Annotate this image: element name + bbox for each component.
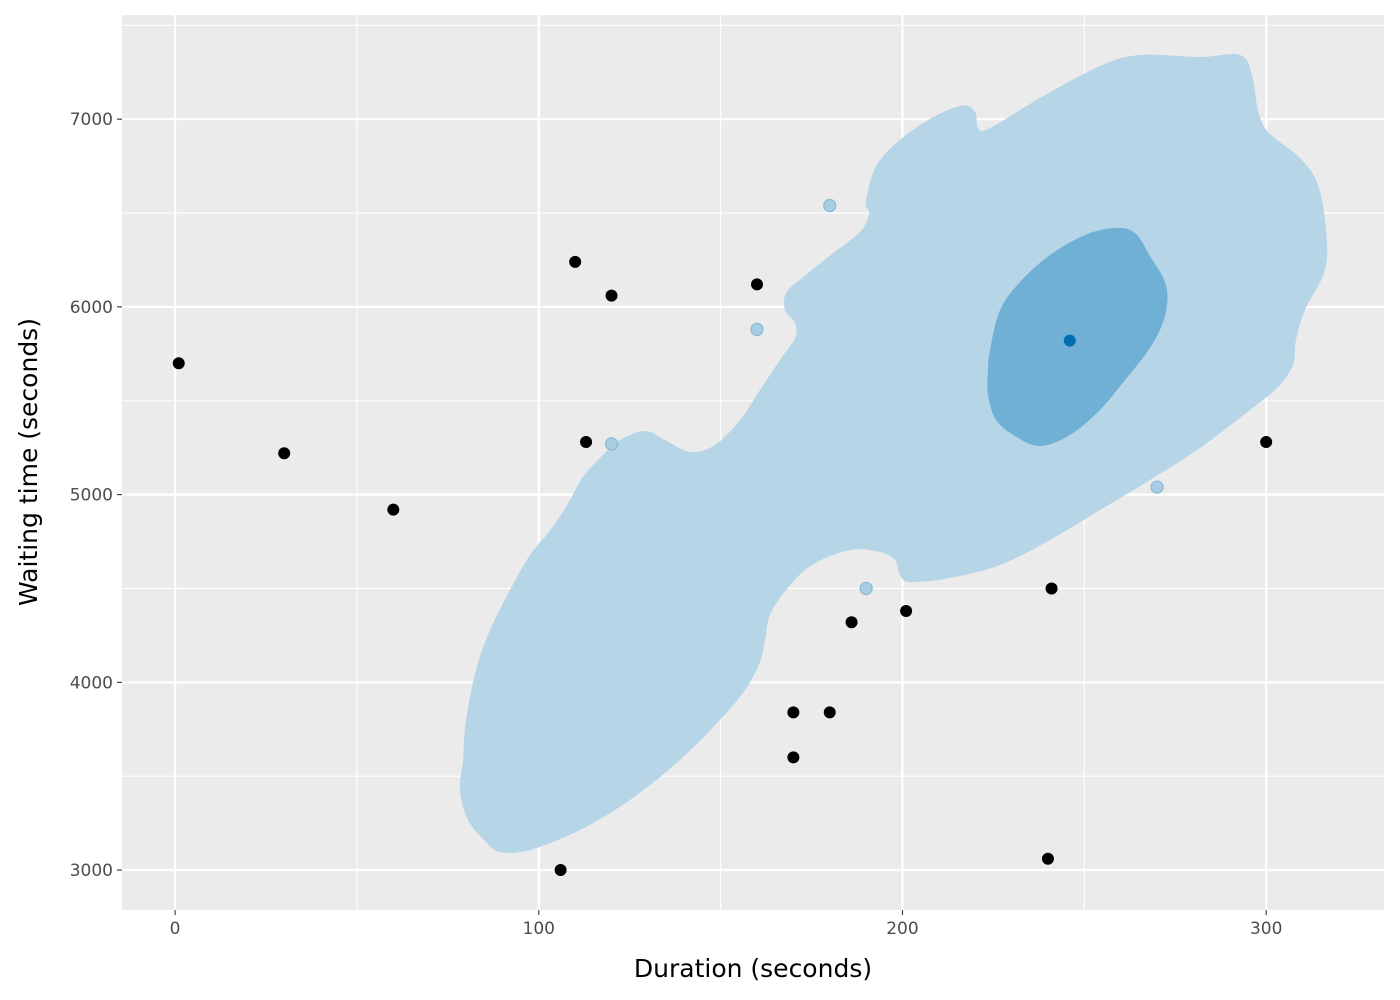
data-point bbox=[845, 616, 858, 629]
data-point bbox=[554, 864, 567, 877]
data-point bbox=[1041, 852, 1054, 865]
data-point bbox=[1045, 582, 1058, 595]
data-point bbox=[750, 322, 764, 337]
x-tick-label: 100 bbox=[523, 919, 555, 939]
data-point bbox=[569, 255, 582, 268]
data-point bbox=[604, 437, 619, 451]
y-axis-title: Waiting time (seconds) bbox=[14, 318, 43, 606]
data-point bbox=[751, 278, 764, 291]
data-point bbox=[1063, 334, 1076, 347]
x-tick-label: 200 bbox=[886, 919, 918, 939]
data-point bbox=[787, 751, 800, 764]
y-tick-label: 6000 bbox=[70, 298, 113, 318]
points-layer bbox=[172, 198, 1273, 877]
y-tick-label: 4000 bbox=[70, 673, 113, 693]
data-point bbox=[1260, 436, 1273, 449]
data-point bbox=[580, 436, 593, 449]
data-point bbox=[172, 357, 185, 370]
x-axis-title: Duration (seconds) bbox=[634, 954, 872, 983]
y-tick-label: 5000 bbox=[70, 486, 113, 506]
density-contour-inner bbox=[987, 227, 1168, 447]
data-point bbox=[278, 447, 291, 460]
axes: 0 100 200 300 3000 4000 5000 6000 7000 bbox=[70, 110, 1283, 939]
data-point bbox=[605, 289, 618, 302]
y-tick-label: 7000 bbox=[70, 110, 113, 130]
data-point bbox=[823, 198, 837, 213]
x-tick-label: 0 bbox=[170, 919, 181, 939]
data-point bbox=[787, 706, 800, 719]
data-point bbox=[1150, 480, 1164, 494]
data-point bbox=[859, 581, 873, 596]
data-point bbox=[387, 503, 400, 516]
data-point bbox=[900, 604, 913, 617]
x-tick-label: 300 bbox=[1250, 919, 1282, 939]
data-point bbox=[823, 706, 836, 719]
y-tick-label: 3000 bbox=[70, 861, 113, 881]
